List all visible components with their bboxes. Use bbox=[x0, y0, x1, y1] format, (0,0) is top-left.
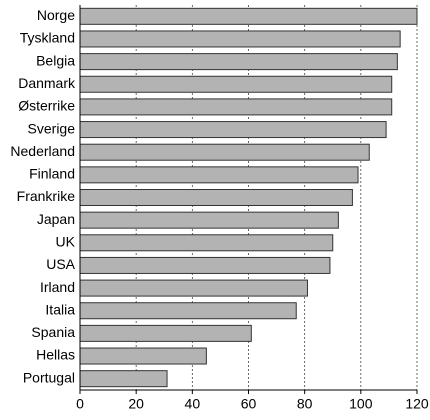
y-tick-label: Italia bbox=[45, 301, 75, 317]
y-tick-label: Danmark bbox=[18, 75, 76, 91]
bar bbox=[79, 98, 393, 116]
x-tick-label: 20 bbox=[128, 396, 144, 412]
y-tick-label: Belgia bbox=[36, 52, 75, 68]
x-tick-label: 0 bbox=[76, 396, 84, 412]
bar bbox=[79, 211, 339, 229]
y-tick-label: Frankrike bbox=[17, 188, 76, 204]
x-tick-label: 100 bbox=[349, 396, 373, 412]
y-tick-label: Irland bbox=[40, 279, 75, 295]
y-tick-label: Japan bbox=[37, 211, 75, 227]
y-tick-label: USA bbox=[46, 256, 75, 272]
bar bbox=[79, 166, 359, 184]
y-tick-label: Norge bbox=[37, 7, 75, 23]
y-tick-label: Portugal bbox=[23, 369, 75, 385]
bar bbox=[79, 302, 297, 320]
bar bbox=[79, 53, 398, 71]
x-tick-label: 80 bbox=[297, 396, 313, 412]
x-tick-label: 60 bbox=[241, 396, 257, 412]
y-tick-label: Tyskland bbox=[20, 30, 75, 46]
x-tick-label: 40 bbox=[185, 396, 201, 412]
y-tick-label: Nederland bbox=[10, 143, 75, 159]
y-tick-label: UK bbox=[56, 233, 76, 249]
x-tick-label: 120 bbox=[405, 396, 429, 412]
bar bbox=[79, 256, 331, 274]
y-tick-label: Sverige bbox=[28, 120, 76, 136]
bar bbox=[79, 370, 168, 388]
y-tick-label: Spania bbox=[31, 324, 75, 340]
bar bbox=[79, 347, 207, 365]
bar bbox=[79, 189, 353, 206]
bar bbox=[79, 75, 393, 93]
y-tick-label: Hellas bbox=[36, 347, 75, 363]
bar bbox=[79, 121, 387, 139]
bar bbox=[79, 143, 370, 161]
bar bbox=[79, 7, 418, 25]
y-tick-label: Østerrike bbox=[18, 98, 75, 114]
y-tick-label: Finland bbox=[29, 166, 75, 182]
bar bbox=[79, 30, 401, 48]
bar bbox=[79, 324, 252, 342]
bar bbox=[79, 234, 334, 252]
bar bbox=[79, 279, 308, 297]
